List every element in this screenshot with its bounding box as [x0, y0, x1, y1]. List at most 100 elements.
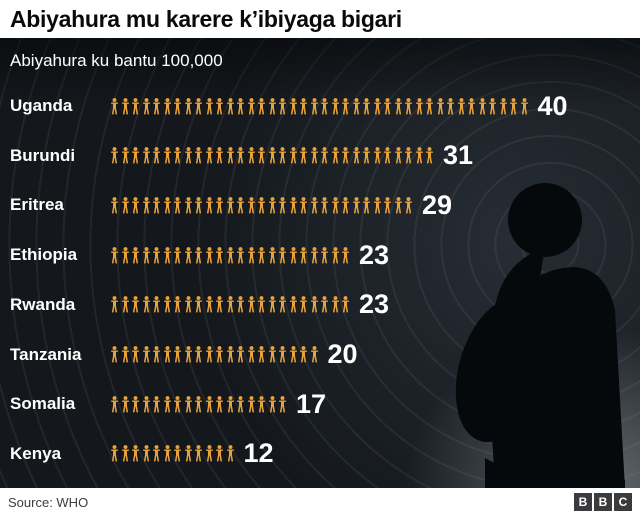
person-icon	[247, 395, 255, 413]
person-icon	[237, 97, 244, 114]
icon-bar	[110, 196, 413, 214]
person-icon	[121, 97, 129, 114]
person-icon	[384, 196, 391, 214]
person-icon	[216, 445, 223, 462]
person-icon	[121, 445, 129, 462]
person-icon	[247, 196, 255, 214]
person-icon	[436, 97, 444, 114]
country-label: Somalia	[10, 394, 76, 414]
person-icon	[121, 346, 129, 363]
person-icon	[216, 296, 223, 313]
chart-row: Somalia 17	[10, 384, 634, 424]
person-icon	[258, 196, 265, 214]
page-title: Abiyahura mu karere k’ibiyaga bigari	[10, 5, 402, 32]
person-icon	[447, 97, 454, 114]
person-icon	[205, 395, 213, 413]
person-icon	[174, 445, 181, 462]
person-icon	[142, 296, 150, 313]
person-icon	[195, 445, 202, 462]
person-icon	[279, 395, 286, 413]
person-icon	[363, 97, 370, 114]
person-icon	[121, 395, 129, 413]
silhouette-person-image	[455, 183, 625, 488]
chart-subtitle: Abiyahura ku bantu 100,000	[10, 51, 223, 70]
person-icon	[142, 395, 150, 413]
person-icon	[279, 196, 286, 214]
person-icon	[226, 445, 234, 462]
icon-bar	[110, 97, 529, 115]
bbc-logo-letter: B	[574, 493, 592, 511]
person-icon	[153, 296, 160, 313]
person-icon	[184, 346, 192, 363]
person-icon	[184, 196, 192, 214]
pictogram-chart: Uganda 40 Burundi 31 Eritrea 29 Ethiopia 23 Rwan…	[10, 86, 634, 474]
person-icon	[415, 147, 423, 164]
person-icon	[331, 296, 339, 313]
person-icon	[457, 97, 465, 114]
person-icon	[321, 97, 328, 114]
person-icon	[363, 147, 370, 164]
person-icon	[205, 296, 213, 313]
person-icon	[384, 97, 391, 114]
person-icon	[174, 97, 181, 114]
person-icon	[163, 147, 171, 164]
person-icon	[163, 246, 171, 263]
value-label: 40	[537, 90, 568, 121]
person-icon	[405, 196, 412, 214]
person-icon	[153, 196, 160, 214]
person-icon	[226, 246, 234, 263]
person-icon	[478, 97, 486, 114]
person-icon	[111, 147, 118, 164]
person-icon	[394, 97, 402, 114]
person-icon	[331, 147, 339, 164]
person-icon	[268, 246, 276, 263]
person-icon	[195, 147, 202, 164]
person-icon	[510, 97, 517, 114]
person-icon	[163, 395, 171, 413]
chart-row: Tanzania 20	[10, 335, 634, 375]
person-icon	[163, 196, 171, 214]
person-icon	[195, 346, 202, 363]
person-icon	[426, 147, 433, 164]
person-icon	[142, 196, 150, 214]
person-icon	[226, 395, 234, 413]
person-icon	[184, 147, 192, 164]
value-label: 20	[327, 339, 358, 370]
person-icon	[342, 246, 349, 263]
person-icon	[174, 147, 181, 164]
person-icon	[310, 246, 318, 263]
person-icon	[111, 97, 118, 114]
person-icon	[237, 147, 244, 164]
icon-bar	[110, 147, 434, 164]
person-icon	[121, 196, 129, 214]
person-icon	[258, 147, 265, 164]
icon-bar	[110, 395, 287, 413]
icon-bar	[110, 445, 235, 462]
person-icon	[132, 296, 139, 313]
person-icon	[310, 296, 318, 313]
person-icon	[174, 395, 181, 413]
person-icon	[268, 147, 276, 164]
person-icon	[132, 196, 139, 214]
person-icon	[132, 246, 139, 263]
person-icon	[258, 296, 265, 313]
person-icon	[415, 97, 423, 114]
person-icon	[205, 97, 213, 114]
person-icon	[111, 196, 118, 214]
person-icon	[163, 296, 171, 313]
person-icon	[142, 346, 150, 363]
person-icon	[142, 445, 150, 462]
person-icon	[216, 395, 223, 413]
person-icon	[237, 246, 244, 263]
chart-row: Rwanda 23	[10, 285, 634, 325]
person-icon	[279, 97, 286, 114]
country-label: Kenya	[10, 443, 62, 463]
person-icon	[174, 246, 181, 263]
chart-row: Uganda 40	[10, 86, 634, 126]
person-icon	[205, 346, 213, 363]
person-icon	[300, 246, 307, 263]
person-icon	[258, 346, 265, 363]
country-label: Ethiopia	[10, 245, 78, 265]
country-label: Uganda	[10, 96, 73, 115]
